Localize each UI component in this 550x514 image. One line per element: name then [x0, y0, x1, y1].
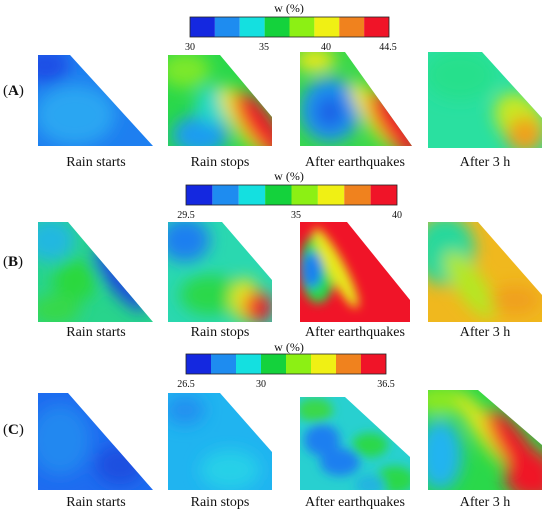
colorbar-b-title: w (%) [274, 169, 304, 183]
colorbar-a-tick-2: 40 [321, 42, 331, 53]
caption-a-2: Rain stops [191, 155, 250, 170]
contour-panel-b-after-earthquakes [300, 222, 410, 322]
colorbar-b-max: 40 [392, 210, 402, 221]
row-label-a: (A) [3, 83, 24, 99]
colorbar-b-swatch-3 [238, 185, 266, 205]
row-label-b: (B) [3, 254, 23, 270]
contour-panel-b-after-3h [428, 222, 542, 322]
contour-panel-b-rain-starts [38, 222, 153, 322]
caption-c-2: Rain stops [191, 495, 250, 510]
contour-panel-a-rain-starts [38, 55, 153, 146]
contour-panel-c-rain-starts [38, 393, 153, 490]
caption-a-3: After earthquakes [305, 155, 405, 170]
colorbar-a-swatches [189, 16, 390, 38]
colorbar-a-swatch-1 [190, 17, 215, 37]
colorbar-c-swatch-8 [361, 354, 386, 374]
colorbar-b-swatch-8 [370, 185, 398, 205]
colorbar-row-c: w (%) 26.5 30 36.5 [177, 340, 395, 390]
colorbar-c-border [185, 353, 387, 375]
colorbar-b-swatches [185, 184, 398, 206]
colorbar-c-min: 26.5 [177, 379, 195, 390]
colorbar-c-swatch-4 [261, 354, 286, 374]
colorbar-a-title: w (%) [274, 1, 304, 15]
colorbar-b-min: 29.5 [177, 210, 195, 221]
caption-c-1: Rain starts [66, 495, 126, 510]
contour-panel-c-after-earthquakes [300, 397, 410, 490]
colorbar-a-swatch-3 [239, 17, 265, 37]
colorbar-a-swatch-4 [264, 17, 290, 37]
colorbar-a-tick-1: 35 [259, 42, 269, 53]
contour-panel-b-rain-stops [168, 222, 272, 322]
colorbar-c-swatch-3 [236, 354, 261, 374]
colorbar-c-swatch-1 [186, 354, 211, 374]
colorbar-a-swatch-7 [339, 17, 365, 37]
colorbar-row-a: w (%) 30 35 40 44.5 [185, 1, 397, 53]
colorbar-b-swatch-4 [265, 185, 292, 205]
caption-a-4: After 3 h [460, 155, 511, 170]
caption-c-4: After 3 h [460, 495, 511, 510]
colorbar-b-border [185, 184, 398, 206]
colorbar-a-max: 44.5 [379, 42, 397, 53]
caption-a-1: Rain starts [66, 155, 126, 170]
colorbar-a-swatch-2 [214, 17, 240, 37]
caption-c-3: After earthquakes [305, 495, 405, 510]
colorbar-a-swatch-8 [364, 17, 390, 37]
caption-b-3: After earthquakes [305, 325, 405, 340]
colorbar-a-swatch-5 [289, 17, 315, 37]
colorbar-row-b: w (%) 29.5 35 40 [177, 169, 402, 221]
colorbar-c-swatch-6 [311, 354, 336, 374]
contour-panel-c-after-3h [428, 390, 542, 490]
contour-panel-a-after-3h [428, 52, 542, 148]
colorbar-c-tick-1: 30 [256, 379, 266, 390]
colorbar-b-tick-1: 35 [291, 210, 301, 221]
colorbar-c-swatch-5 [286, 354, 311, 374]
colorbar-c-max: 36.5 [377, 379, 395, 390]
caption-b-4: After 3 h [460, 325, 511, 340]
row-label-c: (C) [3, 422, 24, 438]
colorbar-c-swatch-7 [336, 354, 361, 374]
colorbar-b-swatch-2 [212, 185, 239, 205]
contour-panel-a-after-earthquakes [300, 52, 412, 146]
colorbar-a-border [189, 16, 390, 38]
contour-panel-c-rain-stops [168, 393, 272, 490]
colorbar-c-swatch-2 [211, 354, 236, 374]
colorbar-c-title: w (%) [274, 340, 304, 354]
colorbar-b-swatch-1 [186, 185, 213, 205]
colorbar-b-swatch-7 [344, 185, 371, 205]
colorbar-b-swatch-5 [291, 185, 318, 205]
colorbar-c-swatches [185, 353, 387, 375]
colorbar-b-swatch-6 [317, 185, 345, 205]
caption-b-1: Rain starts [66, 325, 126, 340]
caption-b-2: Rain stops [191, 325, 250, 340]
colorbar-a-min: 30 [185, 42, 195, 53]
contour-panel-a-rain-stops [168, 55, 272, 146]
colorbar-a-swatch-6 [314, 17, 340, 37]
